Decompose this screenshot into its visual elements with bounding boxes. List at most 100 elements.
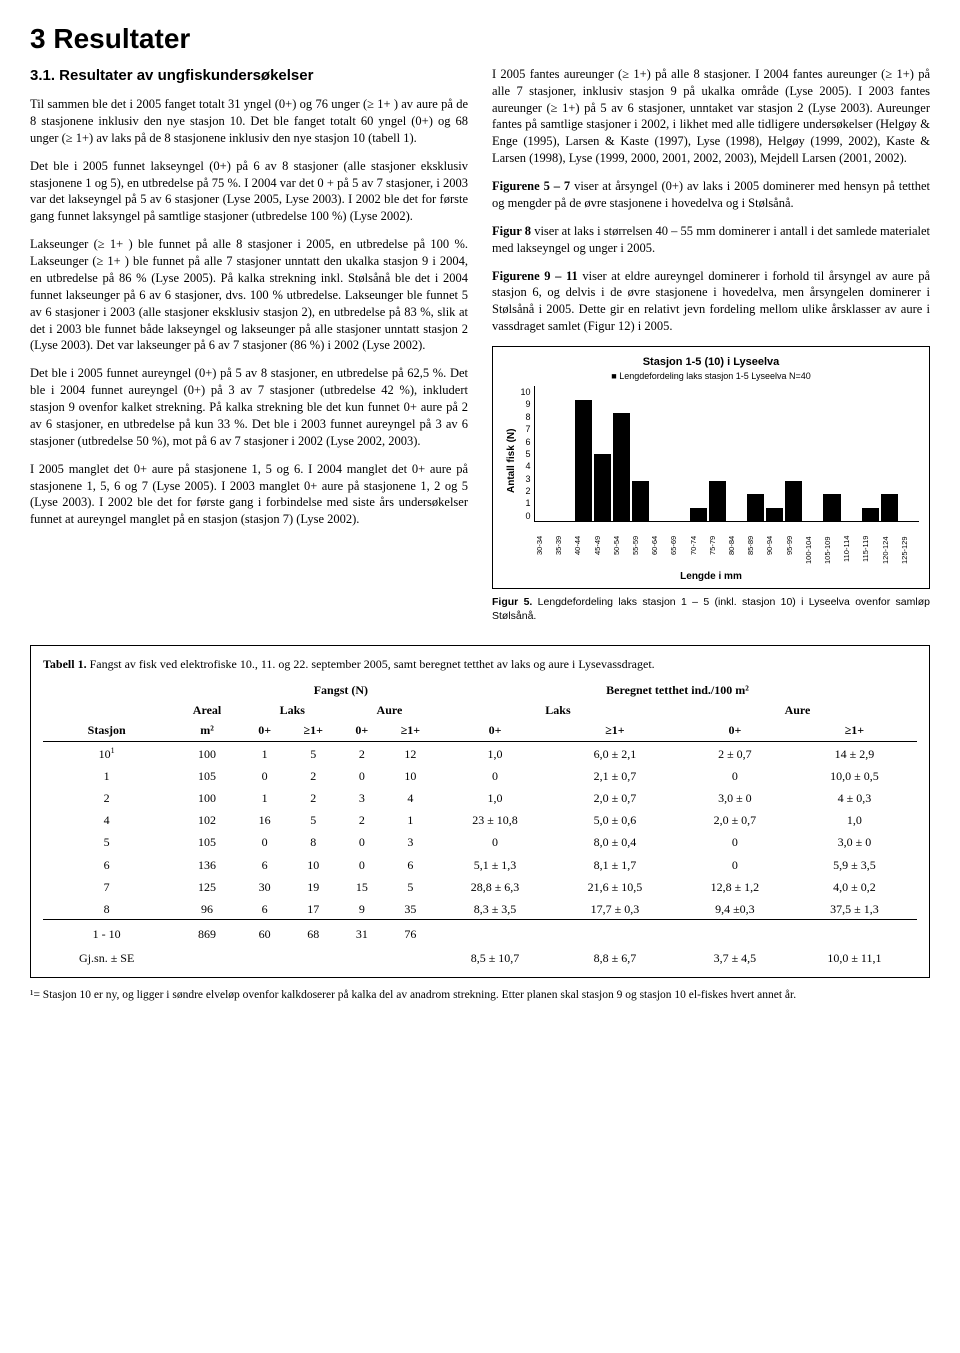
- table-cell: 125: [170, 875, 243, 897]
- table-cell: 1: [43, 764, 170, 786]
- table-row: 7125301915528,8 ± 6,321,6 ± 10,512,8 ± 1…: [43, 875, 917, 897]
- column-header: 0+: [678, 720, 792, 741]
- x-tick: 75-79: [708, 536, 725, 568]
- table-cell: 14 ± 2,9: [792, 741, 917, 764]
- x-tick: 105-109: [823, 536, 840, 568]
- x-axis-ticks: 30-3435-3940-4445-4950-5455-5960-6465-69…: [533, 536, 919, 568]
- th-areal: Areal: [170, 700, 243, 720]
- body-paragraph: Til sammen ble det i 2005 fanget totalt …: [30, 96, 468, 147]
- table-summary-row: Gj.sn. ± SE8,5 ± 10,78,8 ± 6,73,7 ± 4,51…: [43, 944, 917, 968]
- table-cell: 2,0 ± 0,7: [678, 808, 792, 830]
- table-cell: 4 ± 0,3: [792, 786, 917, 808]
- table-cell: 100: [170, 786, 243, 808]
- table-caption: Tabell 1. Fangst av fisk ved elektrofisk…: [43, 656, 917, 672]
- table-cell: 1,0: [438, 786, 552, 808]
- table-caption-bold: Tabell 1.: [43, 657, 87, 671]
- table-cell: 8: [286, 830, 341, 852]
- x-tick: 45-49: [593, 536, 610, 568]
- table-cell: 1 - 10: [43, 920, 170, 945]
- table-cell: 6: [244, 853, 286, 875]
- page-title: 3 Resultater: [30, 20, 930, 58]
- table-cell: 12: [383, 741, 438, 764]
- column-header: Stasjon: [43, 720, 170, 741]
- table-cell: [552, 920, 678, 945]
- table-cell: 76: [383, 920, 438, 945]
- plot-area: [534, 386, 919, 522]
- body-paragraph: Det ble i 2005 funnet aureyngel (0+) på …: [30, 365, 468, 449]
- table-cell: 8,8 ± 6,7: [552, 944, 678, 968]
- table-cell: 0: [678, 853, 792, 875]
- figure-caption-bold: Figur 5.: [492, 596, 532, 608]
- table-caption-text: Fangst av fisk ved elektrofiske 10., 11.…: [87, 657, 655, 671]
- table-footnote: ¹= Stasjon 10 er ny, og ligger i søndre …: [30, 988, 930, 1004]
- th-aure2: Aure: [678, 700, 917, 720]
- table-cell: 3,0 ± 0: [792, 830, 917, 852]
- group-density: Beregnet tetthet ind./100 m²: [438, 680, 917, 700]
- body-paragraph: Figur 8 viser at laks i størrelsen 40 – …: [492, 223, 930, 257]
- table-cell: 4: [43, 808, 170, 830]
- table-row: 8966179358,3 ± 3,517,7 ± 0,39,4 ±0,337,5…: [43, 897, 917, 920]
- right-column: I 2005 fantes aureunger (≥ 1+) på alle 8…: [492, 66, 930, 623]
- y-tick: 1: [521, 497, 531, 509]
- column-header: m²: [170, 720, 243, 741]
- body-paragraph: Figurene 9 – 11 viser at eldre aureyngel…: [492, 268, 930, 336]
- y-tick: 10: [521, 386, 531, 398]
- left-paragraphs: Til sammen ble det i 2005 fanget totalt …: [30, 96, 468, 528]
- table-cell: 8: [43, 897, 170, 920]
- table-cell: 3,0 ± 0: [678, 786, 792, 808]
- y-tick: 2: [521, 485, 531, 497]
- table-row: 210012341,02,0 ± 0,73,0 ± 04 ± 0,3: [43, 786, 917, 808]
- x-tick: 95-99: [785, 536, 802, 568]
- table-cell: 96: [170, 897, 243, 920]
- table-cell: 0: [678, 830, 792, 852]
- table-cell: 6: [244, 897, 286, 920]
- bar: [881, 494, 898, 521]
- section-heading: 3.1. Resultater av ungfiskundersøkelser: [30, 66, 468, 86]
- table-cell: 0: [244, 764, 286, 786]
- chart-subtitle: Lengdefordeling laks stasjon 1-5 Lyseelv…: [503, 370, 919, 382]
- table-cell: 5,0 ± 0,6: [552, 808, 678, 830]
- table-cell: 2,0 ± 0,7: [552, 786, 678, 808]
- x-tick: 60-64: [650, 536, 667, 568]
- body-paragraph: Lakseunger (≥ 1+ ) ble funnet på alle 8 …: [30, 236, 468, 354]
- table-cell: 17: [286, 897, 341, 920]
- table-cell: 5,1 ± 1,3: [438, 853, 552, 875]
- table-container: Tabell 1. Fangst av fisk ved elektrofisk…: [30, 645, 930, 978]
- column-header: ≥1+: [792, 720, 917, 741]
- table-cell: 869: [170, 920, 243, 945]
- table-cell: 21,6 ± 10,5: [552, 875, 678, 897]
- x-tick: 65-69: [669, 536, 686, 568]
- table-cell: 3: [383, 830, 438, 852]
- bar: [690, 508, 707, 522]
- table-cell: 8,1 ± 1,7: [552, 853, 678, 875]
- table-cell: [678, 920, 792, 945]
- y-tick: 0: [521, 510, 531, 522]
- table-cell: 5: [286, 808, 341, 830]
- y-tick: 8: [521, 411, 531, 423]
- th-laks2: Laks: [438, 700, 678, 720]
- table-cell: 5: [286, 741, 341, 764]
- table-cell: [244, 944, 286, 968]
- table-cell: 9: [341, 897, 383, 920]
- table-cell: 0: [341, 853, 383, 875]
- bar: [594, 454, 611, 522]
- table-cell: 4,0 ± 0,2: [792, 875, 917, 897]
- table-cell: 2,1 ± 0,7: [552, 764, 678, 786]
- x-tick: 30-34: [535, 536, 552, 568]
- table-cell: 136: [170, 853, 243, 875]
- x-tick: 100-104: [804, 536, 821, 568]
- x-tick: 80-84: [727, 536, 744, 568]
- table-sub-header-1: Areal Laks Aure Laks Aure: [43, 700, 917, 720]
- column-header: 0+: [244, 720, 286, 741]
- table-cell: 60: [244, 920, 286, 945]
- table-cell: 28,8 ± 6,3: [438, 875, 552, 897]
- table-cell: 5: [43, 830, 170, 852]
- body-paragraph: Figurene 5 – 7 viser at årsyngel (0+) av…: [492, 178, 930, 212]
- th-laks: Laks: [244, 700, 341, 720]
- x-tick: 55-59: [631, 536, 648, 568]
- table-cell: 105: [170, 764, 243, 786]
- y-tick: 4: [521, 460, 531, 472]
- table-sub-header-2: Stasjonm²0+≥1+0+≥1+0+≥1+0+≥1+: [43, 720, 917, 741]
- bar: [766, 508, 783, 522]
- table-cell: 2: [43, 786, 170, 808]
